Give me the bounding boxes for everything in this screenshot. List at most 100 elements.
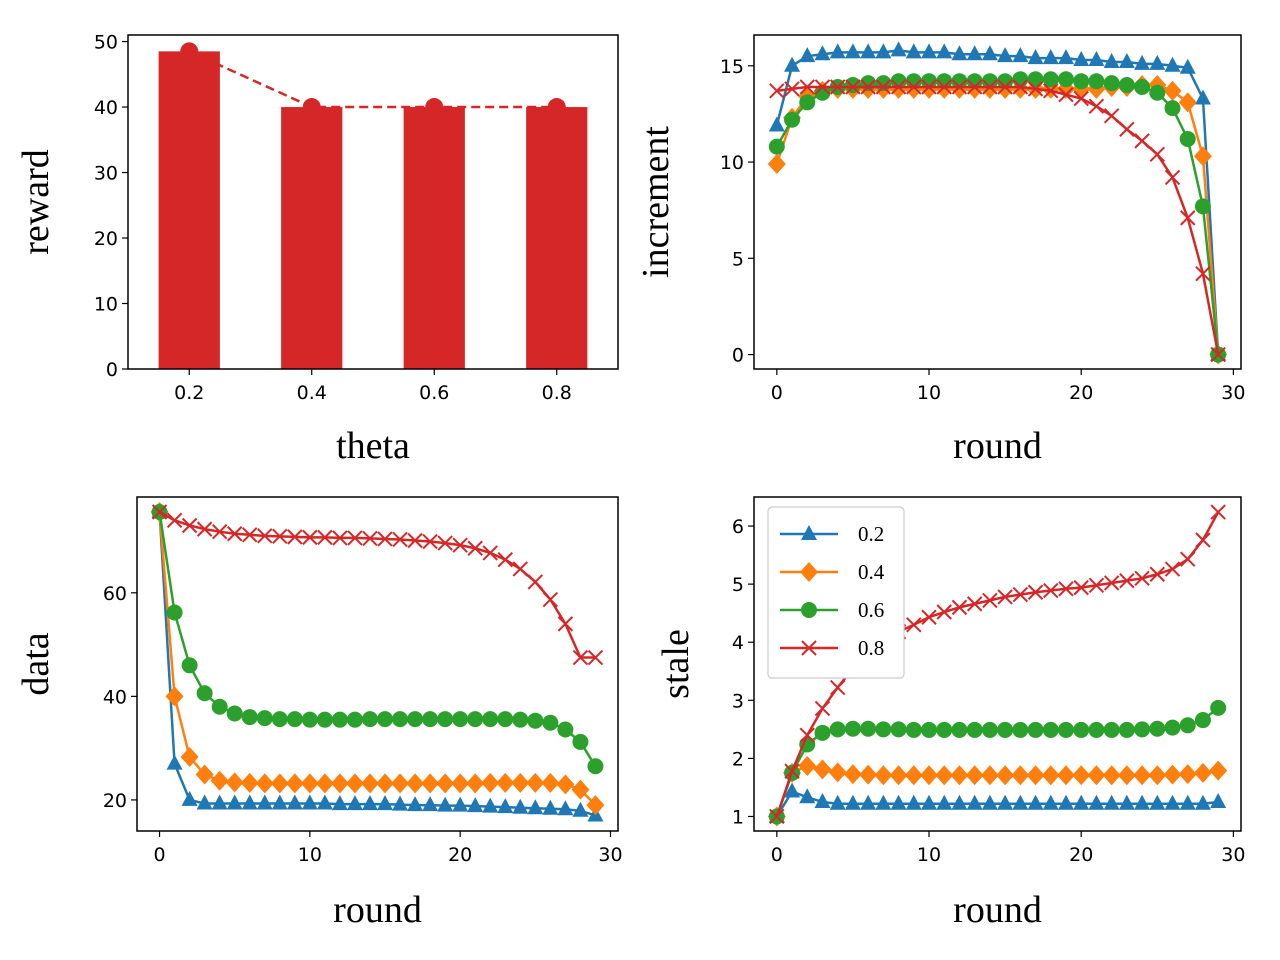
point-0.6-3 xyxy=(814,84,831,101)
point-0.4-15 xyxy=(996,765,1015,786)
legend-label-0.8: 0.8 xyxy=(858,636,884,660)
x-axis-label: round xyxy=(953,425,1042,467)
series-0.8 xyxy=(151,504,604,666)
point-0.8-10 xyxy=(921,609,937,625)
point-0.6-9 xyxy=(286,711,303,728)
point-0.8-10 xyxy=(302,529,318,546)
point-0.8-24 xyxy=(1134,133,1150,149)
point-0.4-9 xyxy=(904,765,923,786)
point-0.4-21 xyxy=(466,773,485,794)
point-0.8-11 xyxy=(317,529,333,546)
point-0.2-4 xyxy=(211,794,228,810)
point-0.8-14 xyxy=(362,530,378,547)
point-0.4-11 xyxy=(315,773,334,794)
point-0.8-16 xyxy=(1012,586,1029,603)
point-0.6-14 xyxy=(361,711,378,728)
point-0.2-3 xyxy=(196,794,213,810)
point-0.8-29 xyxy=(587,649,604,666)
legend-label-0.6: 0.6 xyxy=(858,598,884,622)
point-0.8-13 xyxy=(347,530,363,546)
point-0.8-0 xyxy=(769,83,785,99)
point-0.2-25 xyxy=(1149,54,1166,70)
x-axis-label: round xyxy=(333,889,422,931)
point-0.8-26 xyxy=(1164,561,1181,577)
point-0.4-4 xyxy=(828,762,847,783)
reward-point-0.2 xyxy=(180,42,199,61)
point-0.2-0 xyxy=(768,116,785,132)
point-0.2-11 xyxy=(316,794,333,810)
point-0.8-20 xyxy=(452,537,468,553)
point-0.8-13 xyxy=(966,79,983,95)
point-0.6-13 xyxy=(966,73,983,90)
point-0.2-17 xyxy=(1027,49,1044,65)
point-0.6-6 xyxy=(860,75,877,92)
point-0.6-3 xyxy=(814,724,831,741)
point-0.6-15 xyxy=(997,721,1014,738)
legend-marker-0.8 xyxy=(801,640,817,656)
point-0.4-27 xyxy=(556,774,575,795)
bar-0.8 xyxy=(526,107,588,369)
point-0.8-16 xyxy=(1012,79,1029,95)
axes-frame xyxy=(127,34,619,370)
point-0.8-22 xyxy=(1103,108,1120,124)
point-0.4-12 xyxy=(330,773,349,794)
point-0.8-0 xyxy=(151,504,168,520)
point-0.2-14 xyxy=(981,45,998,61)
point-0.8-25 xyxy=(1149,566,1166,582)
series-0.4 xyxy=(767,755,1228,827)
point-0.2-10 xyxy=(921,43,938,59)
point-0.6-23 xyxy=(497,711,514,728)
point-0.2-7 xyxy=(256,794,273,810)
point-0.6-27 xyxy=(1179,717,1196,734)
series-0.8 xyxy=(769,79,1226,363)
point-0.2-19 xyxy=(437,796,454,812)
y-tick-label: 10 xyxy=(94,294,118,316)
y-tick-label: 15 xyxy=(720,56,744,78)
point-0.8-15 xyxy=(377,531,393,547)
point-0.2-2 xyxy=(799,47,816,63)
point-0.8-19 xyxy=(437,535,453,551)
point-0.6-29 xyxy=(587,758,604,775)
point-0.8-28 xyxy=(1195,532,1211,548)
point-0.2-2 xyxy=(181,790,198,806)
point-0.8-2 xyxy=(181,517,198,534)
point-0.2-1 xyxy=(784,56,801,72)
point-0.4-10 xyxy=(300,773,319,794)
point-0.8-4 xyxy=(829,679,846,696)
point-0.4-24 xyxy=(511,772,530,793)
point-0.6-8 xyxy=(890,73,907,90)
point-0.2-5 xyxy=(226,794,243,810)
point-0.6-16 xyxy=(1012,721,1029,738)
point-0.8-27 xyxy=(557,616,574,632)
point-0.8-12 xyxy=(951,79,968,95)
point-0.4-25 xyxy=(526,772,545,793)
point-0.2-11 xyxy=(936,794,953,810)
point-0.2-15 xyxy=(377,795,394,811)
point-0.8-19 xyxy=(1058,86,1074,103)
point-0.6-26 xyxy=(1164,719,1181,736)
point-0.6-8 xyxy=(271,711,288,728)
point-0.6-28 xyxy=(1194,198,1211,215)
y-tick-label: 4 xyxy=(732,632,744,654)
x-tick-label: 0 xyxy=(771,844,783,866)
point-0.6-11 xyxy=(316,711,333,728)
point-0.6-23 xyxy=(1118,721,1135,738)
point-0.4-3 xyxy=(195,764,214,785)
point-0.2-8 xyxy=(271,794,288,810)
point-0.6-0 xyxy=(768,138,785,155)
point-0.6-4 xyxy=(829,721,846,738)
y-tick-label: 5 xyxy=(732,248,744,270)
point-0.6-25 xyxy=(1149,720,1166,737)
point-0.6-21 xyxy=(1088,73,1105,90)
point-0.4-25 xyxy=(1148,765,1167,786)
chart-increment: 0 10 20 30 0 5 10 15 round increment xyxy=(635,34,1245,467)
point-0.6-22 xyxy=(1103,75,1120,92)
x-axis-label: round xyxy=(953,889,1042,931)
legend: 0.2 0.4 0.6 0.8 xyxy=(767,506,905,679)
point-0.8-11 xyxy=(936,604,952,620)
legend-marker-0.6 xyxy=(801,602,817,618)
point-0.8-13 xyxy=(966,596,983,612)
point-0.6-18 xyxy=(1042,71,1059,88)
point-0.6-27 xyxy=(1179,130,1196,147)
